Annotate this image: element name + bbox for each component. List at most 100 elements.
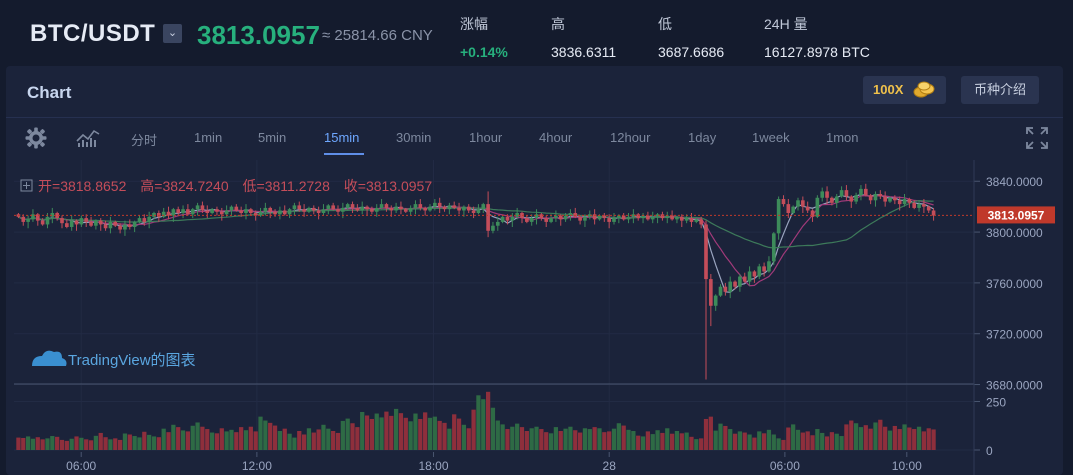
chart-toolbar: 分时 1min 5min 15min 30min 1hour 4hour 12h… [6, 118, 1063, 158]
candle-body [457, 207, 461, 211]
volume-bar [824, 436, 830, 450]
volume-bar [873, 422, 878, 450]
volume-bar [297, 430, 302, 450]
stat-low: 低 3687.6686 [658, 14, 724, 60]
volume-bar [437, 420, 442, 450]
volume-bar [485, 391, 491, 450]
candle-body [205, 210, 210, 214]
candle-body [123, 224, 127, 230]
candlestick-chart[interactable]: 3840.0000 3800.0000 3760.0000 3720.0000 3680… [14, 160, 1063, 475]
stat-label: 低 [658, 16, 672, 32]
volume-bar [452, 414, 457, 450]
volume-bar [176, 427, 181, 450]
candle-body [176, 209, 181, 214]
candle-body [646, 215, 650, 220]
candle-body [636, 214, 641, 219]
candle-body [137, 218, 142, 222]
volume-bar [171, 424, 176, 450]
volume-bar [786, 427, 791, 450]
candle-body [592, 214, 597, 220]
volume-bar [248, 426, 253, 450]
fullscreen-icon[interactable] [1025, 126, 1049, 150]
interval-4hour[interactable]: 4hour [539, 130, 573, 145]
stat-label: 涨幅 [460, 16, 488, 32]
ohlc-high-label: 高= [140, 178, 162, 194]
candle-body [55, 213, 59, 219]
volume-bar [55, 436, 60, 450]
candle-body [292, 205, 297, 210]
candle-body [922, 204, 926, 207]
interval-12hour[interactable]: 12hour [610, 130, 651, 145]
candle-body [621, 215, 626, 220]
price-tag [977, 206, 1055, 224]
interval-15min[interactable]: 15min [324, 130, 360, 145]
candle-body [675, 216, 679, 220]
candle-body [161, 211, 166, 217]
candle-body [776, 199, 781, 234]
candle-body [60, 218, 64, 224]
volume-tick-label: 250 [986, 396, 1006, 410]
candle-body [597, 215, 602, 220]
candle-body [626, 216, 631, 220]
candle-body [684, 218, 689, 221]
candle-body [805, 206, 810, 211]
settings-gear-icon[interactable] [25, 127, 47, 149]
candle-body [152, 213, 156, 217]
leverage-button[interactable]: 100X [863, 76, 946, 104]
volume-bar [476, 395, 481, 450]
volume-bar [326, 428, 331, 450]
volume-bar [510, 426, 515, 450]
candle-body [912, 202, 917, 208]
candle-body [878, 193, 883, 197]
volume-bar [505, 429, 510, 450]
candle-body [379, 204, 384, 208]
interval-30min[interactable]: 30min [396, 130, 432, 145]
volume-axis: 250 0 [974, 396, 1006, 458]
volume-bar [369, 418, 375, 450]
volume-bar [805, 431, 810, 450]
cny-price: ≈ 25814.66 CNY [322, 27, 433, 44]
volume-bar [374, 413, 379, 450]
coin-intro-button[interactable]: 币种介绍 [961, 76, 1039, 104]
volume-bar [553, 427, 559, 450]
candle-body [311, 207, 316, 211]
candle-body [587, 214, 592, 217]
interval-1mon[interactable]: 1mon [826, 130, 859, 145]
interval-fenshi[interactable]: 分时 [131, 133, 158, 148]
volume-bar [694, 439, 699, 450]
volume-bar [853, 423, 859, 450]
pair-name[interactable]: BTC/USDT [30, 20, 156, 47]
candle-body [873, 193, 878, 201]
candle-body [118, 225, 122, 230]
candle-body [568, 213, 573, 216]
volume-bar [495, 420, 500, 450]
volume-bar [742, 432, 747, 450]
volume-bar [79, 437, 84, 450]
candle-body [752, 271, 757, 277]
candle-body [428, 206, 432, 211]
candle-body [849, 196, 854, 202]
interval-5min[interactable]: 5min [258, 130, 287, 145]
volume-bar [321, 424, 326, 450]
ohlc-readout: 开=3818.8652 高=3824.7240 低=3811.2728 收=38… [20, 178, 432, 194]
volume-bar [699, 438, 704, 450]
indicators-icon[interactable] [76, 128, 100, 148]
candle-body [423, 207, 427, 211]
candle-body [263, 207, 268, 212]
interval-1day[interactable]: 1day [688, 130, 717, 145]
volume-bar [335, 432, 341, 450]
interval-1week[interactable]: 1week [752, 130, 790, 145]
interval-1hour[interactable]: 1hour [469, 130, 503, 145]
volume-bar [180, 430, 186, 450]
candle-body [583, 216, 587, 221]
candle-body [219, 211, 224, 215]
candle-body [79, 218, 84, 225]
interval-1min[interactable]: 1min [194, 130, 223, 145]
pair-dropdown-icon[interactable]: ⌄ [163, 24, 182, 43]
volume-bar [916, 426, 922, 450]
volume-bar [142, 431, 147, 450]
candle-body [98, 220, 103, 225]
volume-bar [253, 431, 258, 450]
volume-bar [883, 426, 888, 450]
candle-body [253, 213, 258, 216]
